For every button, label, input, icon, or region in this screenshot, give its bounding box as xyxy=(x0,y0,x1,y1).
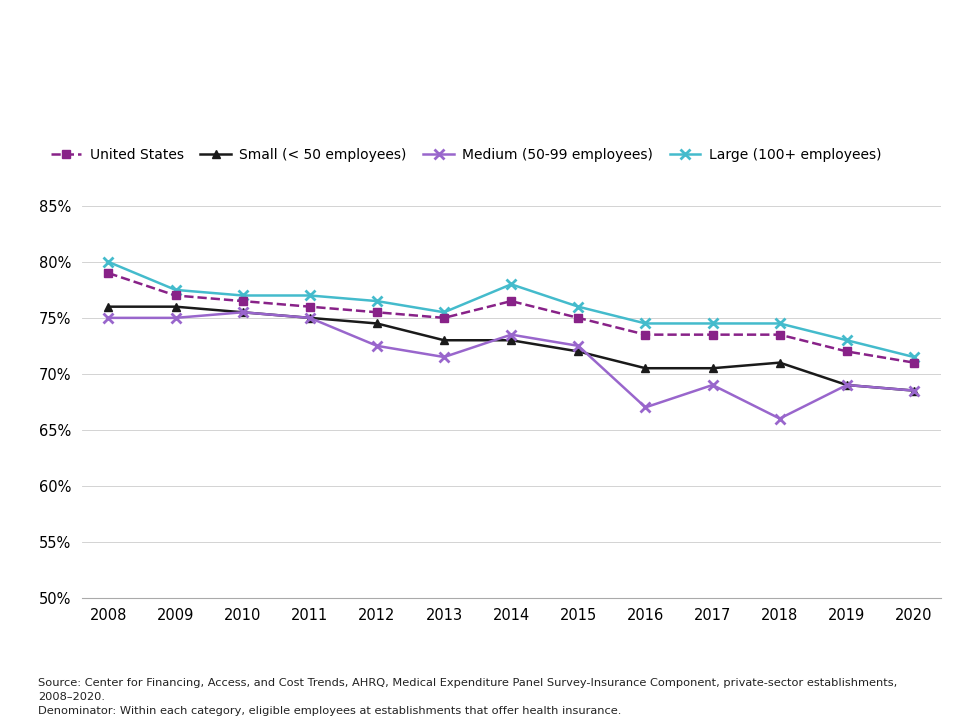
Text: insurance, overall and by firm size, 2008–2020: insurance, overall and by firm size, 200… xyxy=(208,102,665,120)
Legend: United States, Small (< 50 employees), Medium (50-99 employees), Large (100+ emp: United States, Small (< 50 employees), M… xyxy=(45,143,887,167)
Ellipse shape xyxy=(814,0,960,166)
Text: who are enrolled in health insurance at establishments  that offer health: who are enrolled in health insurance at … xyxy=(78,64,796,82)
Text: Figure 5.  Take-up rate: Percentage of eligible  private-sector employees: Figure 5. Take-up rate: Percentage of el… xyxy=(80,27,794,45)
Text: Source: Center for Financing, Access, and Cost Trends, AHRQ, Medical Expenditure: Source: Center for Financing, Access, an… xyxy=(38,678,898,716)
